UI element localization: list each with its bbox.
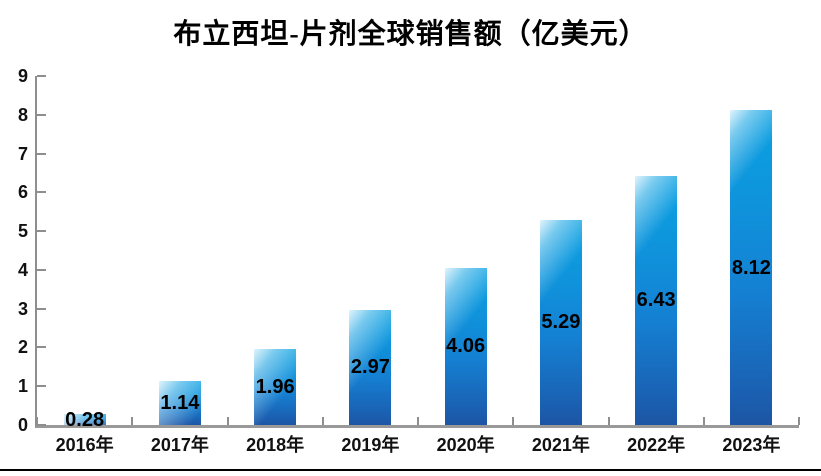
y-axis-label: 1 <box>17 376 28 397</box>
x-axis-tick <box>417 417 419 425</box>
y-axis-tick <box>37 191 46 194</box>
x-axis-category-label: 2019年 <box>341 435 400 455</box>
y-axis-label: 7 <box>17 143 28 164</box>
y-axis-label: 2 <box>17 337 28 358</box>
x-axis-category-label: 2020年 <box>436 435 495 455</box>
y-axis-tick <box>37 385 46 388</box>
x-axis-category-label: 2023年 <box>722 435 781 455</box>
y-axis-label: 4 <box>17 259 28 280</box>
y-axis-label: 3 <box>17 298 28 319</box>
bottom-rule <box>0 469 821 471</box>
y-axis-label: 5 <box>17 221 28 242</box>
bar-2016年: 0.28 <box>63 410 106 430</box>
bar-value-label: 1.14 <box>160 391 200 414</box>
x-axis-category-label: 2022年 <box>627 435 686 455</box>
bar-value-label: 1.96 <box>255 376 295 398</box>
y-axis-tick <box>37 152 46 155</box>
x-axis-tick <box>798 417 800 425</box>
bar-value-label: 4.06 <box>446 335 486 358</box>
x-axis-category-label: 2017年 <box>150 435 209 455</box>
x-axis-tick <box>36 417 38 425</box>
y-axis-tick <box>37 268 46 271</box>
bar-value-label: 2.97 <box>350 356 390 379</box>
y-axis-tick <box>37 424 46 426</box>
bar-2023年: 8.12 <box>730 110 773 425</box>
y-axis-tick <box>37 307 46 310</box>
y-axis-label: 8 <box>17 104 28 125</box>
x-axis-tick <box>321 417 324 425</box>
x-axis-category-label: 2016年 <box>55 435 114 455</box>
x-axis-tick <box>607 417 610 425</box>
chart-title: 布立西坦-片剂全球销售额（亿美元） <box>173 19 648 50</box>
bar-value-label: 5.29 <box>541 311 581 334</box>
plot-area: 0 1 2 3 4 5 6 7 8 9 0.28 2016年 1.14 2017年 1.96 2018年 2.9… <box>18 67 800 454</box>
bar-2021年: 5.29 <box>539 219 582 425</box>
y-axis-tick <box>37 346 46 349</box>
bar-2020年: 4.06 <box>444 267 487 425</box>
bar-2018年: 1.96 <box>254 349 297 425</box>
y-axis-tick <box>37 113 46 116</box>
y-axis-tick <box>37 230 46 233</box>
bar-2022年: 6.43 <box>635 175 678 425</box>
x-axis-tick <box>512 417 515 425</box>
y-axis-label: 6 <box>17 182 28 203</box>
x-axis-tick <box>226 417 229 425</box>
y-axis-label: 9 <box>17 66 28 86</box>
x-axis-tick <box>131 417 134 425</box>
bar-2019年: 2.97 <box>349 309 392 425</box>
bar-2017年: 1.14 <box>158 380 201 425</box>
x-axis-category-label: 2021年 <box>531 435 590 455</box>
x-axis-category-label: 2018年 <box>246 435 305 455</box>
y-axis-label: 0 <box>17 415 28 435</box>
y-axis-tick <box>37 75 46 77</box>
x-axis-tick <box>702 417 705 425</box>
bar-value-label: 8.12 <box>731 256 771 279</box>
bar-value-label: 6.43 <box>636 289 676 312</box>
bar-value-label: 0.28 <box>65 408 105 431</box>
